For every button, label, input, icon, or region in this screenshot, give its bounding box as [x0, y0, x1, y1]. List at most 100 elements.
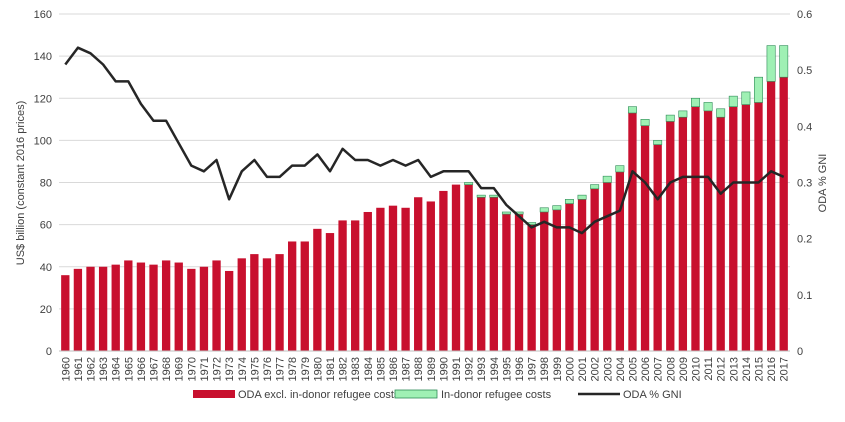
x-tick-label: 1982: [338, 357, 350, 381]
y2-tick-label: 0.6: [797, 9, 812, 21]
x-tick-label: 1963: [98, 357, 110, 381]
bar-refugee-costs: [640, 119, 650, 126]
bar-oda-excl: [86, 266, 95, 351]
y-tick-label: 80: [40, 178, 52, 190]
bar-refugee-costs: [501, 211, 511, 215]
bar-refugee-costs: [539, 207, 549, 213]
x-tick-label: 2002: [590, 357, 602, 381]
bar-refugee-costs: [716, 108, 726, 118]
bar-refugee-costs: [678, 110, 688, 118]
bar-refugee-costs: [779, 45, 789, 78]
legend-swatch-refugee: [394, 389, 438, 399]
bar-refugee-costs: [754, 76, 763, 103]
bar-oda-excl: [729, 106, 738, 351]
y-axis-title: US$ billion (constant 2016 prices): [15, 101, 27, 265]
bar-refugee-costs: [766, 45, 776, 82]
bar-oda-excl: [552, 209, 561, 351]
bar-oda-excl: [716, 117, 725, 351]
x-tick-label: 1979: [300, 357, 312, 381]
x-tick-label: 2015: [753, 357, 765, 381]
axes: 0 20 40 60 80 100 120 140 160 0 0.1 0.2 0.3 0.4 0.5 0.6…: [34, 9, 813, 381]
bar-oda-excl: [603, 182, 612, 351]
bar-refugee-costs: [564, 199, 574, 204]
bars: [61, 45, 789, 352]
bar-oda-excl: [691, 106, 700, 351]
x-tick-label: 1967: [149, 357, 161, 381]
bar-oda-excl: [73, 268, 83, 351]
bar-oda-excl: [212, 260, 221, 351]
x-tick-label: 1993: [476, 357, 488, 381]
bar-oda-excl: [741, 104, 751, 351]
bar-oda-excl: [615, 171, 625, 351]
bar-oda-excl: [678, 117, 688, 351]
x-tick-label: 2012: [716, 357, 728, 381]
x-tick-label: 1965: [123, 357, 135, 381]
y-tick-label: 140: [34, 51, 52, 63]
bar-oda-excl: [224, 270, 234, 351]
x-tick-label: 1981: [325, 357, 337, 381]
x-tick-label: 2005: [627, 357, 639, 381]
bar-oda-excl: [388, 205, 398, 351]
bar-refugee-costs: [464, 182, 474, 185]
bar-oda-excl: [640, 125, 650, 351]
x-tick-label: 1989: [426, 357, 438, 381]
bar-refugee-costs: [476, 194, 486, 198]
y2-tick-label: 0.1: [797, 290, 812, 302]
x-tick-label: 1970: [186, 357, 198, 381]
bar-oda-excl: [590, 188, 599, 351]
bar-oda-excl: [439, 190, 448, 351]
x-tick-label: 1975: [249, 357, 261, 381]
x-tick-label: 1990: [438, 357, 450, 381]
x-tick-label: 1976: [262, 357, 274, 381]
x-tick-label: 1997: [527, 357, 539, 381]
bar-oda-excl: [464, 184, 473, 351]
bar-refugee-costs: [627, 106, 637, 114]
y2-axis-title: ODA % GNI: [817, 154, 829, 213]
bar-oda-excl: [149, 264, 158, 351]
bar-oda-excl: [477, 197, 486, 351]
bar-oda-excl: [161, 260, 171, 351]
bar-oda-excl: [199, 266, 209, 351]
bar-refugee-costs: [577, 194, 587, 200]
y-tick-label: 160: [34, 9, 52, 21]
bar-refugee-costs: [665, 114, 675, 122]
x-tick-label: 1999: [552, 357, 564, 381]
x-tick-label: 1974: [237, 357, 249, 381]
x-tick-label: 1961: [73, 357, 85, 381]
bar-oda-excl: [351, 220, 360, 351]
bar-refugee-costs: [615, 165, 625, 173]
x-tick-label: 1983: [350, 357, 362, 381]
bar-oda-excl: [174, 262, 183, 351]
bar-refugee-costs: [653, 140, 663, 145]
x-tick-label: 1978: [287, 357, 299, 381]
bar-oda-excl: [426, 201, 435, 351]
bar-oda-excl: [250, 254, 259, 351]
bar-refugee-costs: [489, 194, 499, 198]
bar-refugee-costs: [602, 175, 612, 183]
bar-oda-excl: [628, 112, 637, 352]
x-tick-label: 1972: [212, 357, 224, 381]
y-tick-label: 40: [40, 262, 52, 274]
x-tick-label: 2010: [690, 357, 702, 381]
bar-oda-excl: [187, 268, 196, 351]
x-tick-label: 2013: [728, 357, 740, 381]
bar-oda-excl: [502, 214, 511, 351]
x-tick-label: 2009: [678, 357, 690, 381]
bar-oda-excl: [653, 144, 662, 351]
bar-oda-excl: [451, 184, 461, 351]
bar-oda-excl: [766, 81, 776, 352]
x-tick-label: 1969: [174, 357, 186, 381]
y-tick-label: 20: [40, 304, 52, 316]
bar-oda-excl: [565, 203, 574, 351]
bar-oda-excl: [703, 110, 713, 351]
x-tick-label: 2000: [564, 357, 576, 381]
bar-oda-excl: [300, 241, 309, 351]
x-tick-label: 2003: [602, 357, 614, 381]
oda-gni-line-layer: [64, 46, 785, 235]
y2-tick-label: 0.4: [797, 121, 812, 133]
legend: ODA excl. in-donor refugee costs In-dono…: [193, 389, 682, 401]
legend-label-oda-excl: ODA excl. in-donor refugee costs: [238, 389, 400, 401]
y-tick-label: 60: [40, 220, 52, 232]
bar-oda-excl: [666, 121, 675, 351]
